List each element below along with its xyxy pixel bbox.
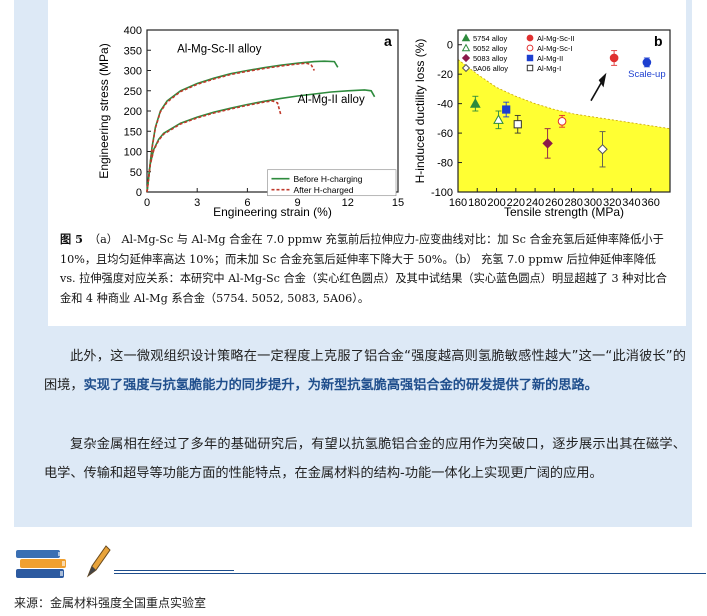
- figure-caption-text: （a） Al-Mg-Sc 与 Al-Mg 合金在 7.0 ppmw 充氢前后拉伸…: [60, 233, 667, 305]
- plot-a-legend-label: Before H-charging: [293, 174, 362, 184]
- divider-line: [114, 573, 706, 574]
- paragraph-1-text: 此外，这一微观组织设计策略在一定程度上克服了铝合金“强度越高则氢脆敏感性越大”这…: [44, 349, 686, 393]
- plot-b-legend-marker: [461, 33, 471, 42]
- plot-b-sensitive-region: [458, 59, 670, 192]
- plot-b-ytick-label: -20: [437, 69, 453, 81]
- paragraph-2: 复杂金属相在经过了多年的基础研究后，有望以抗氢脆铝合金的应用作为突破口，逐步展示…: [44, 430, 686, 488]
- pen-icon: [86, 545, 111, 578]
- plot-b-legend-label: 5754 alloy: [473, 34, 507, 43]
- plot-a-annotation-mg: Al-Mg-II alloy: [298, 94, 365, 106]
- plot-b-legend-label: Al-Mg-I: [537, 64, 561, 73]
- paragraph-2-text: 复杂金属相在经过了多年的基础研究后，有望以抗氢脆铝合金的应用作为突破口，逐步展示…: [44, 437, 686, 481]
- plot-a-legend-box: [267, 169, 397, 197]
- plot-b-arrow-head: [598, 72, 607, 88]
- plot-b-point-al-mg-sc-i: [557, 116, 567, 126]
- plot-a-frame: [146, 29, 399, 193]
- plot-b-point-al-mg-i: [513, 120, 522, 129]
- plot-b-legend-marker: [526, 64, 534, 72]
- plot-a-ylabel: Engineering stress (MPa): [97, 43, 111, 178]
- plot-a-annotation-sc: Al-Mg-Sc-II alloy: [177, 43, 262, 55]
- plot-b-legend-label: 5052 alloy: [473, 44, 507, 53]
- plot-b-point-al-mg-sc-ii: [609, 53, 619, 63]
- plot-b-point-5a06-alloy: [597, 144, 608, 155]
- books-icon: [16, 550, 66, 578]
- plot-a-ytick-label: 350: [124, 45, 142, 57]
- plot-a-xlabel: Engineering strain (%): [213, 205, 332, 219]
- plot-a-ytick-label: 200: [124, 106, 142, 118]
- plot-b-legend-marker: [526, 54, 534, 62]
- plot-a-panel-label: a: [384, 33, 392, 49]
- plot-b-legend-marker: [526, 44, 534, 52]
- plot-a-curve-al-mg-ii: [146, 100, 282, 193]
- paragraph-1-highlight: 实现了强度与抗氢脆能力的同步提升，为新型抗氢脆高强铝合金的研发提供了新的思路。: [83, 378, 598, 393]
- plot-a-xtick-label: 6: [244, 197, 250, 209]
- plot-b-legend-marker: [461, 63, 471, 73]
- plot-b-legend-marker: [461, 43, 471, 52]
- plot-b-ytick-label: -80: [437, 158, 453, 170]
- divider-accent-line: [114, 570, 234, 571]
- figure-caption-label: 图 5: [60, 232, 83, 246]
- plot-b-ylabel: H-induced ductility loss (%): [413, 39, 427, 184]
- plot-b-ytick-label: -60: [437, 128, 453, 140]
- plot-b-ytick-label: -100: [431, 187, 453, 199]
- plot-b-legend-marker: [526, 34, 534, 42]
- plot-b-xtick-label: 240: [526, 197, 544, 209]
- plot-b-panel-label: b: [654, 33, 663, 49]
- plot-a-xtick-label: 15: [392, 197, 404, 209]
- plot-a-xtick-label: 3: [194, 197, 200, 209]
- content-panel: 0 3 6 9 12 15 0 50 100 150 200 250 300 350 400 Engineer…: [14, 0, 692, 527]
- plot-b-xtick-label: 320: [603, 197, 621, 209]
- plot-b-legend-label: 5A06 alloy: [473, 64, 508, 73]
- source-line: 来源：金属材料强度全国重点实验室: [14, 596, 207, 610]
- plot-a-ytick-label: 250: [124, 86, 142, 98]
- plot-b-point-5083-alloy: [542, 138, 553, 149]
- plot-b-legend-label: Al-Mg-II: [537, 54, 563, 63]
- plot-b-point-5052-alloy: [493, 114, 504, 124]
- plot-b-xtick-label: 340: [622, 197, 640, 209]
- plot-a-ytick-label: 100: [124, 147, 142, 159]
- figure-5: 0 3 6 9 12 15 0 50 100 150 200 250 300 350 400 Engineer…: [48, 0, 686, 326]
- plot-a-xtick-label: 12: [342, 197, 354, 209]
- plot-b-xlabel: Tensile strength (MPa): [504, 205, 624, 219]
- plot-a-xtick-label: 9: [295, 197, 301, 209]
- plot-a-ytick-label: 50: [130, 167, 142, 179]
- plot-b-legend-label: Al-Mg-Sc-I: [537, 44, 572, 53]
- plot-b-legend-marker: [461, 53, 471, 63]
- figure-charts: 0 3 6 9 12 15050100150200250300350400Engineer…: [97, 25, 671, 219]
- plot-a-curve-al-mg-sc-ii: [146, 62, 316, 193]
- plot-a-ytick-label: 400: [124, 25, 142, 37]
- plot-a-ytick-label: 300: [124, 66, 142, 78]
- plot-b-point-al-mg-ii: [502, 105, 511, 114]
- plot-b-xtick-label: 220: [507, 197, 525, 209]
- plot-b-annotation-scaleup: Scale-up: [628, 69, 666, 80]
- plot-b-legend-label: 5083 alloy: [473, 54, 507, 63]
- plot-b-xtick-label: 160: [449, 197, 467, 209]
- plot-a-xtick-label: 0: [144, 197, 150, 209]
- paragraph-1: 此外，这一微观组织设计策略在一定程度上克服了铝合金“强度越高则氢脆敏感性越大”这…: [44, 342, 686, 400]
- plot-b-point-5754-alloy: [469, 98, 481, 108]
- plot-b-ytick-label: 0: [447, 40, 453, 52]
- plot-a-ytick-label: 0: [136, 187, 142, 199]
- plot-b-xtick-label: 360: [642, 197, 660, 209]
- plot-b-ytick-label: -40: [437, 99, 453, 111]
- plot-a-ytick-label: 150: [124, 126, 142, 138]
- plot-a-legend-label: After H-charged: [293, 185, 353, 195]
- figure-caption: 图 5 （a） Al-Mg-Sc 与 Al-Mg 合金在 7.0 ppmw 充氢前…: [60, 230, 674, 308]
- plot-b-xtick-label: 260: [545, 197, 563, 209]
- plot-b-legend-label: Al-Mg-Sc-II: [537, 34, 575, 43]
- section-divider: [14, 536, 706, 586]
- plot-b-xtick-label: 300: [584, 197, 602, 209]
- plot-b-xtick-label: 180: [468, 197, 486, 209]
- plot-b-xtick-label: 200: [487, 197, 505, 209]
- plot-b-xtick-label: 280: [564, 197, 582, 209]
- plot-b-frame: [457, 29, 671, 193]
- plot-b-point-scale-up: [642, 58, 652, 67]
